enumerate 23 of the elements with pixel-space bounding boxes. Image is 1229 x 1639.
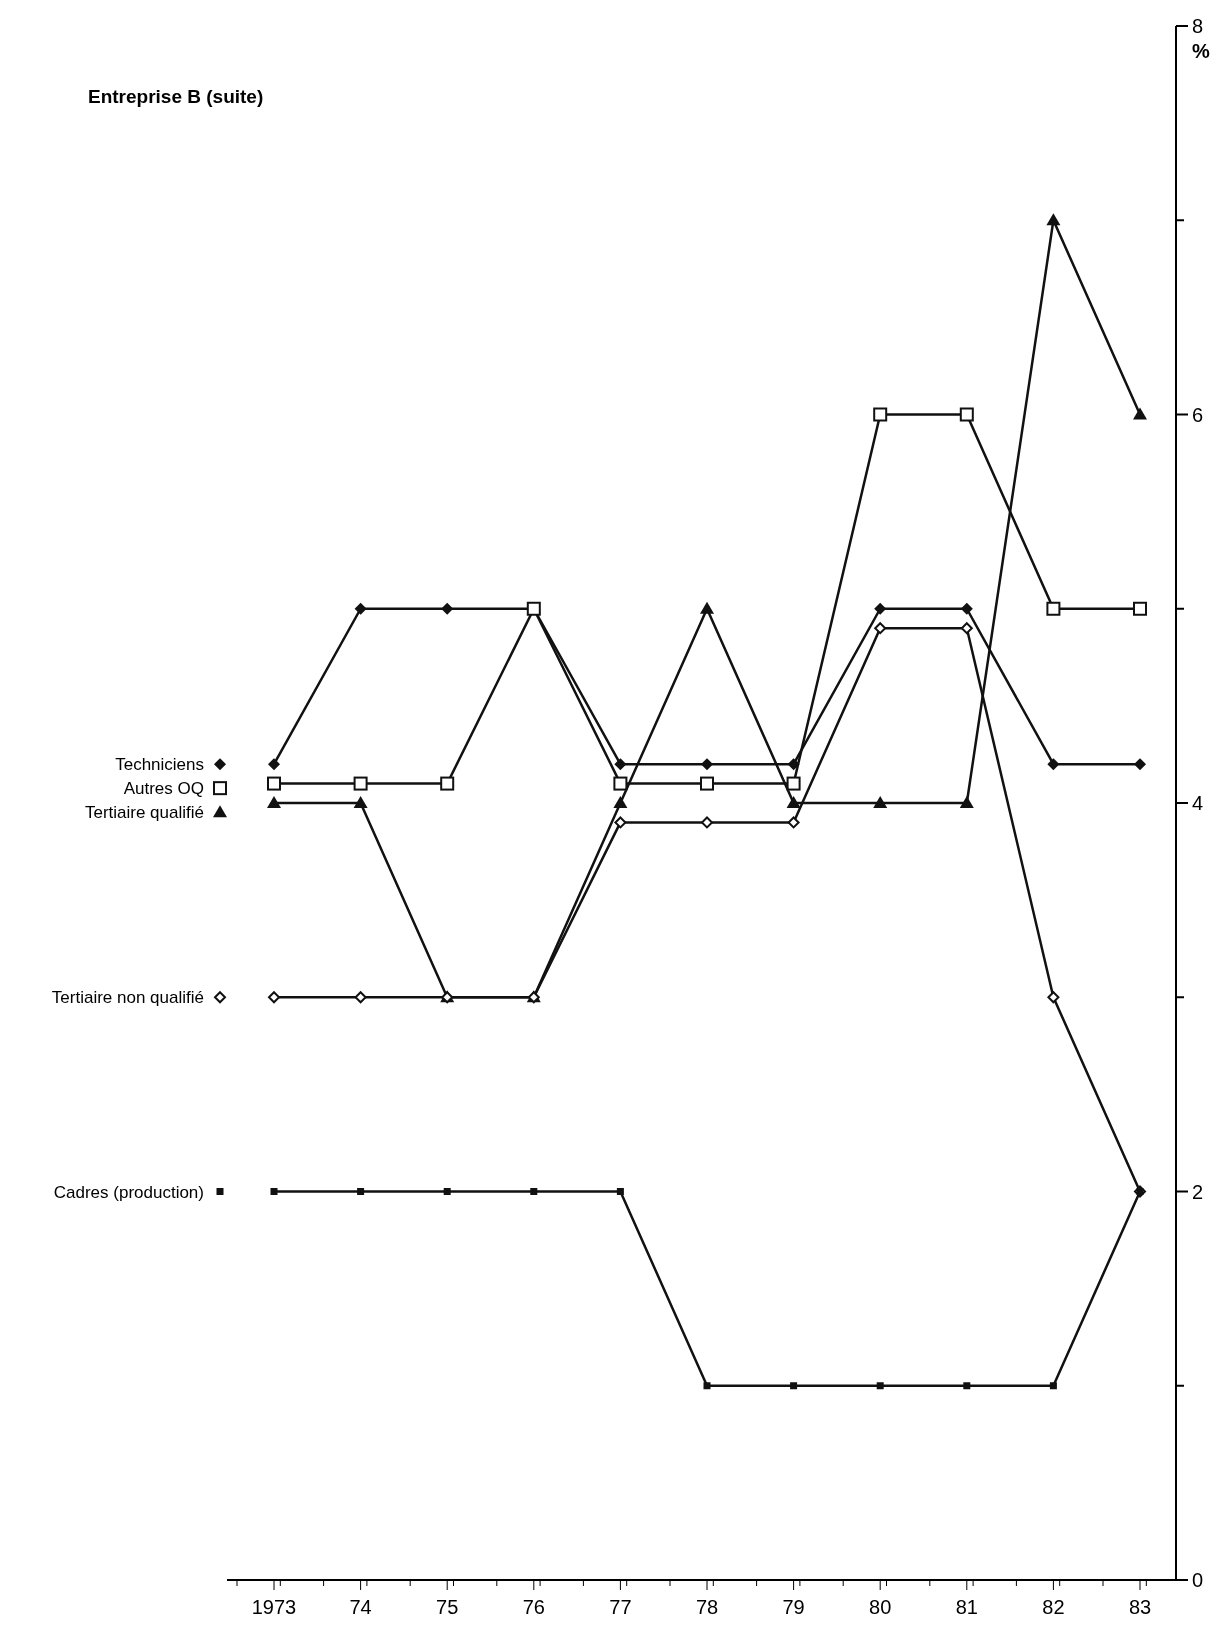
x-tick-label: 82 (1042, 1596, 1065, 1618)
y-tick-label: 0 (1192, 1569, 1204, 1591)
x-tick-label: 77 (609, 1596, 632, 1618)
x-tick-label: 80 (869, 1596, 892, 1618)
x-tick-label: 83 (1128, 1596, 1152, 1618)
legend-label: Tertiaire qualifié (84, 803, 204, 823)
y-tick-label: 8 (1192, 15, 1204, 37)
y-axis-title: % (1192, 40, 1210, 62)
y-tick-label: 2 (1192, 1180, 1204, 1203)
y-tick-label: 6 (1192, 403, 1204, 426)
x-tick-label: 76 (522, 1596, 545, 1618)
y-tick-label: 4 (1192, 792, 1204, 814)
legend-label: Cadres (production) (53, 1182, 204, 1202)
x-tick-label: 78 (695, 1596, 719, 1618)
x-tick-label: 74 (349, 1596, 372, 1618)
legend-label: Autres OQ (123, 779, 204, 799)
x-tick-label: 79 (782, 1596, 805, 1618)
x-tick-label: 1973 (251, 1596, 297, 1618)
x-tick-label: 75 (436, 1596, 459, 1618)
text: Entreprise B (suite) (88, 86, 264, 107)
legend-label: Tertiaire non qualifié (51, 988, 204, 1008)
x-tick-label: 81 (955, 1596, 978, 1618)
legend-label: Techniciens (115, 755, 204, 775)
